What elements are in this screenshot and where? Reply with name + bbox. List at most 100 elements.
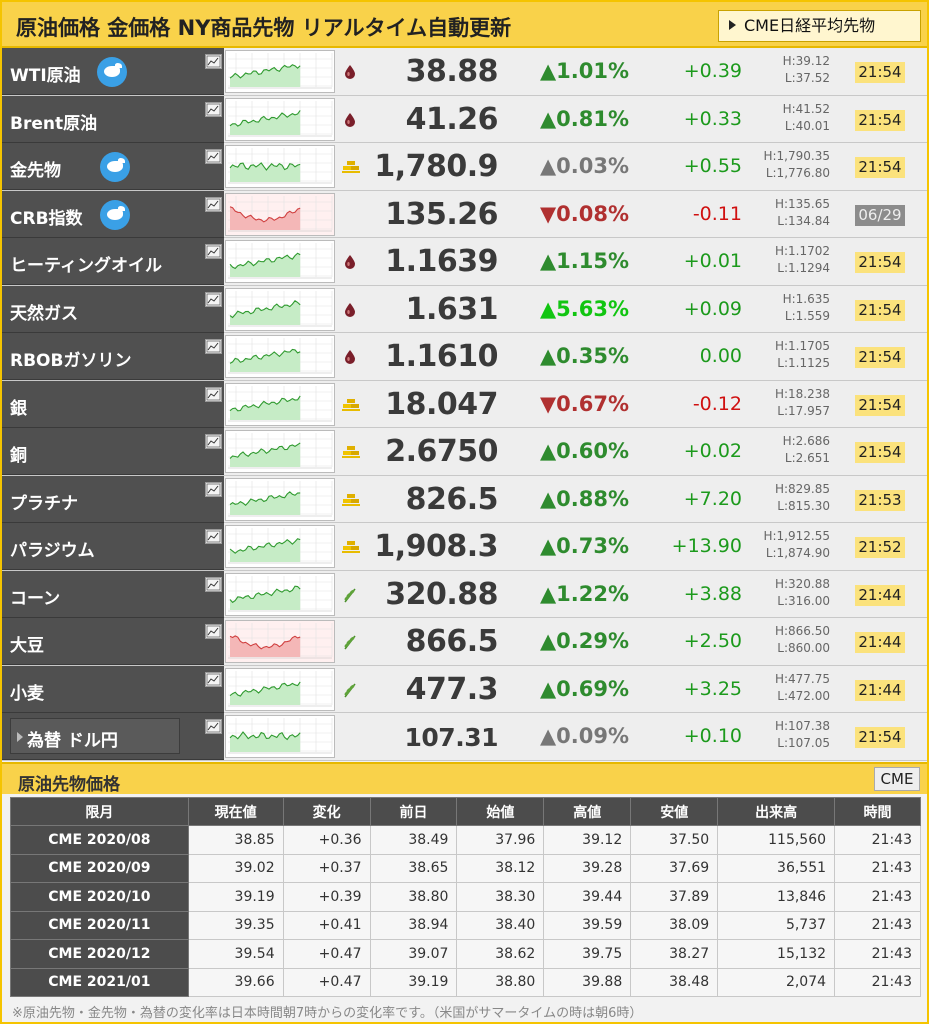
futures-cell: 39.35 (187, 910, 284, 940)
chart-icon[interactable] (205, 54, 222, 69)
quote-name: 大豆 (10, 636, 44, 656)
quote-name-cell[interactable]: WTI原油 (2, 48, 224, 95)
sparkline-chart[interactable] (225, 287, 335, 331)
quote-row[interactable]: CRB指数 135.26 ▼0.08% -0.11 H:135.65 L:134.84 06… (2, 190, 927, 238)
quote-percent-change: ▼0.67% (540, 391, 630, 416)
twitter-icon[interactable] (100, 199, 130, 230)
quote-low: L:107.05 (777, 736, 830, 750)
sparkline-chart[interactable] (225, 145, 335, 188)
quote-time: 21:44 (855, 632, 905, 653)
quote-name-cell[interactable]: CRB指数 (2, 190, 224, 238)
quote-change: +0.01 (683, 250, 742, 272)
quote-name-cell[interactable]: 金先物 (2, 143, 224, 190)
futures-cell: 21:43 (834, 882, 921, 912)
quote-name-cell[interactable]: Brent原油 (2, 95, 224, 143)
chart-icon[interactable] (205, 386, 222, 402)
chart-icon[interactable] (205, 339, 222, 354)
quote-name-cell[interactable]: ヒーティングオイル (2, 238, 224, 285)
sparkline-chart[interactable] (225, 715, 335, 758)
twitter-icon[interactable] (100, 152, 130, 182)
chart-icon[interactable] (205, 101, 222, 117)
chart-icon[interactable] (205, 291, 222, 307)
quote-row[interactable]: Brent原油 41.26 ▲0.81% +0.33 H:41.52 L:40.01 21:… (2, 95, 927, 143)
quote-low: L:1.1294 (777, 261, 830, 275)
sparkline-chart[interactable] (225, 667, 335, 711)
futures-cell: 38.09 (630, 910, 719, 940)
chart-icon[interactable] (205, 576, 222, 592)
cme-button[interactable]: CME (874, 767, 920, 791)
quote-row[interactable]: 小麦 477.3 ▲0.69% +3.25 H:477.75 L:472.00 21:44 (2, 665, 927, 713)
quote-name-cell[interactable]: 大豆 (2, 618, 224, 665)
quote-high: H:320.88 (774, 576, 830, 591)
chart-icon[interactable] (205, 671, 222, 687)
quote-name-cell[interactable]: 銅 (2, 428, 224, 475)
futures-title: 原油先物価格 (18, 775, 120, 795)
quote-name: ヒーティングオイル (10, 256, 162, 276)
chart-icon[interactable] (205, 719, 222, 734)
quote-row[interactable]: 銅 2.6750 ▲0.60% +0.02 H:2.686 L:2.651 21:54 (2, 428, 927, 476)
quote-row[interactable]: プラチナ 826.5 ▲0.88% +7.20 H:829.85 L:815.30 21:5… (2, 475, 927, 523)
futures-contract-month: CME 2020/08 (10, 825, 189, 855)
quote-name-cell[interactable]: コーン (2, 570, 224, 618)
sparkline-chart[interactable] (225, 477, 335, 521)
futures-header: 原油先物価格 CME (2, 762, 927, 795)
quote-price: 18.047 (385, 386, 498, 422)
futures-contract-month: CME 2020/10 (10, 882, 189, 912)
quote-name-cell[interactable]: パラジウム (2, 523, 224, 570)
quote-row[interactable]: コーン 320.88 ▲1.22% +3.88 H:320.88 L:316.00 21:4… (2, 570, 927, 618)
quote-high: H:39.12 (782, 54, 830, 68)
chart-icon[interactable] (205, 529, 222, 544)
futures-cell: 38.49 (369, 825, 458, 855)
chart-icon[interactable] (205, 624, 222, 639)
quote-high-low: H:18.238 L:17.957 (750, 386, 830, 420)
quote-row[interactable]: 為替 ドル円 107.31 ▲0.09% +0.10 H:107.38 L:107.05 2… (2, 713, 927, 761)
quote-name-cell[interactable]: RBOBガソリン (2, 333, 224, 380)
sparkline-chart[interactable] (225, 240, 335, 283)
chart-icon[interactable] (205, 196, 222, 212)
sparkline-chart[interactable] (225, 335, 335, 378)
chart-icon[interactable] (205, 434, 222, 449)
sparkline-chart[interactable] (225, 50, 335, 93)
quote-name-cell[interactable]: 為替 ドル円 (2, 713, 224, 760)
twitter-icon[interactable] (97, 57, 127, 87)
quote-price: 826.5 (405, 481, 499, 517)
quote-name: 為替 ドル円 (27, 731, 118, 751)
sparkline-chart[interactable] (225, 620, 335, 663)
futures-table-row: CME 2020/10 39.19 +0.39 38.80 38.30 39.44 37.8… (10, 882, 921, 912)
futures-table-header: 限月 現在値 変化 前日 始値 高値 安値 出来高 時間 (10, 797, 921, 826)
sparkline-chart[interactable] (225, 382, 335, 426)
quote-name-cell[interactable]: プラチナ (2, 475, 224, 523)
quote-change: +0.02 (683, 440, 742, 462)
chart-icon[interactable] (205, 244, 222, 259)
futures-cell: 21:43 (834, 853, 921, 883)
quote-name-cell[interactable]: 小麦 (2, 665, 224, 713)
quote-row[interactable]: 天然ガス 1.631 ▲5.63% +0.09 H:1.635 L:1.559 21:54 (2, 285, 927, 333)
futures-cell: 38.80 (369, 882, 458, 912)
chart-icon[interactable] (205, 149, 222, 164)
quote-row[interactable]: 銀 18.047 ▼0.67% -0.12 H:18.238 L:17.957 21:54 (2, 380, 927, 428)
quote-row[interactable]: 金先物 1,780.9 ▲0.03% +0.55 H:1,790.35 L:1,776.8… (2, 143, 927, 191)
sparkline-chart[interactable] (225, 192, 335, 236)
quote-high-low: H:39.12 L:37.52 (750, 53, 830, 87)
cme-nikkei-futures-button[interactable]: CME日経平均先物 (718, 10, 921, 42)
chart-icon[interactable] (205, 481, 222, 497)
sparkline-chart[interactable] (225, 572, 335, 616)
quote-time: 21:54 (855, 109, 905, 131)
quote-row[interactable]: パラジウム 1,908.3 ▲0.73% +13.90 H:1,912.55 L:1,87… (2, 523, 927, 571)
quote-row[interactable]: RBOBガソリン 1.1610 ▲0.35% 0.00 H:1.1705 L:1.1125… (2, 333, 927, 381)
fx-usdjpy-button[interactable]: 為替 ドル円 (10, 718, 180, 754)
quote-name-cell[interactable]: 天然ガス (2, 285, 224, 333)
quote-row[interactable]: WTI原油 38.88 ▲1.01% +0.39 H:39.12 L:37.52 21:54 (2, 48, 927, 96)
sparkline-chart[interactable] (225, 525, 335, 568)
sparkline-chart[interactable] (225, 97, 335, 141)
futures-column-header: 安値 (630, 797, 719, 826)
quote-name-cell[interactable]: 銀 (2, 380, 224, 428)
quote-row[interactable]: ヒーティングオイル 1.1639 ▲1.15% +0.01 H:1.1702 L:1.12… (2, 238, 927, 286)
quote-high: H:1.635 (782, 291, 830, 306)
sparkline-chart[interactable] (225, 430, 335, 473)
page-title: 原油価格 金価格 NY商品先物 リアルタイム自動更新 (16, 16, 512, 40)
quote-high-low: H:320.88 L:316.00 (750, 576, 830, 610)
quote-high: H:107.38 (774, 719, 830, 733)
quote-row[interactable]: 大豆 866.5 ▲0.29% +2.50 H:866.50 L:860.00 21:44 (2, 618, 927, 666)
futures-cell: 39.54 (187, 939, 284, 969)
